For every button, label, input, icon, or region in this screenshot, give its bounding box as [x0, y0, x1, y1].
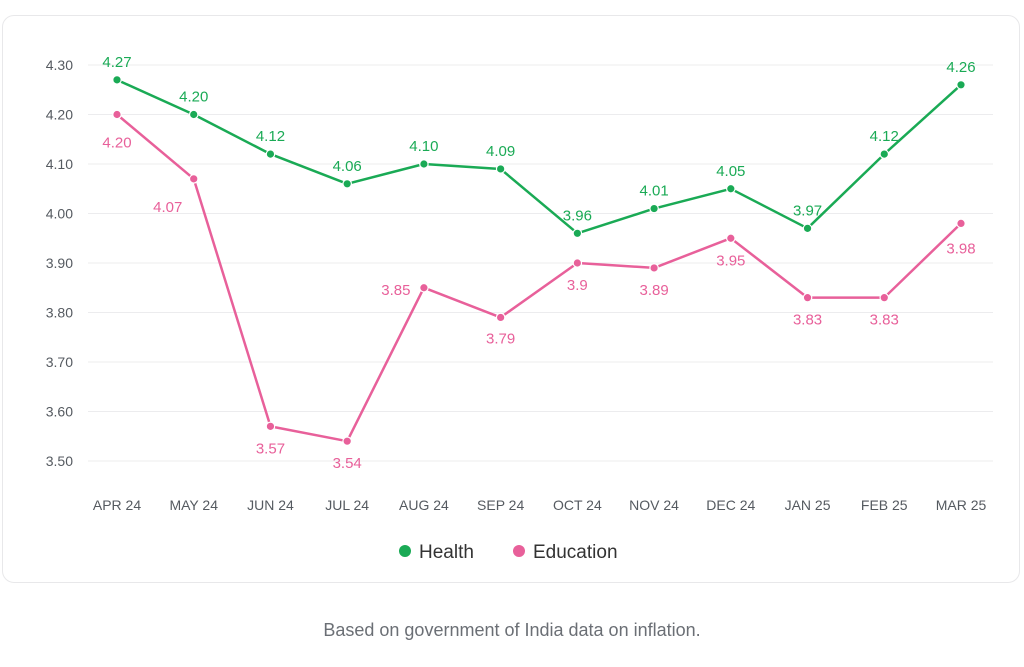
- x-tick-label: SEP 24: [477, 497, 524, 513]
- data-label-health: 3.96: [563, 207, 592, 224]
- x-tick-label: DEC 24: [706, 497, 755, 513]
- data-point-education: [188, 174, 199, 184]
- data-point-education: [879, 292, 890, 303]
- data-label-education: 3.98: [946, 240, 975, 257]
- data-label-health: 4.12: [870, 128, 899, 145]
- x-tick-label: AUG 24: [399, 497, 449, 513]
- data-label-health: 4.09: [486, 143, 515, 160]
- x-tick-label: NOV 24: [629, 497, 679, 513]
- x-axis: APR 24 MAY 24 JUN 24 JUL 24 AUG 24 SEP 24 OCT …: [93, 497, 987, 513]
- data-label-health: 4.20: [179, 89, 208, 106]
- data-label-health: 4.05: [716, 163, 745, 180]
- data-label-education: 4.20: [102, 135, 131, 152]
- data-point-education: [112, 109, 122, 120]
- data-label-education: 3.54: [333, 455, 362, 472]
- data-point-health: [265, 149, 276, 159]
- data-point-education: [726, 233, 736, 244]
- series-line-health: [116, 78, 962, 235]
- x-tick-label: APR 24: [93, 497, 141, 513]
- data-label-health: 4.10: [409, 138, 438, 155]
- y-tick-label: 3.90: [46, 255, 73, 271]
- y-tick-label: 3.50: [46, 453, 73, 469]
- data-point-education: [802, 292, 813, 303]
- x-tick-label: JAN 25: [785, 497, 831, 513]
- data-label-education: 3.83: [793, 312, 822, 329]
- y-tick-label: 4.30: [46, 57, 73, 73]
- data-point-education: [495, 312, 506, 323]
- legend: Health Education: [399, 542, 618, 563]
- data-point-health: [188, 109, 199, 120]
- line-chart: 3.50 3.60 3.70 3.80 3.90 4.00 4.10 4.20 4.30 APR…: [46, 54, 993, 563]
- data-point-health: [802, 223, 813, 234]
- data-point-health: [495, 164, 506, 174]
- data-point-health: [726, 183, 736, 194]
- series-points: [112, 75, 966, 446]
- data-point-education: [342, 436, 352, 446]
- data-point-health: [112, 75, 122, 85]
- data-point-education: [572, 258, 583, 268]
- grid-lines: [88, 64, 993, 462]
- data-label-health: 4.01: [639, 183, 668, 200]
- data-label-health: 3.97: [793, 202, 822, 219]
- data-point-health: [956, 80, 966, 90]
- x-tick-label: JUL 24: [325, 497, 369, 513]
- chart-caption: Based on government of India data on inf…: [323, 620, 701, 640]
- data-point-education: [956, 218, 966, 229]
- data-point-education: [419, 282, 429, 293]
- x-tick-label: JUN 24: [247, 497, 294, 513]
- legend-label-education: Education: [533, 542, 618, 563]
- y-tick-label: 3.70: [46, 354, 73, 370]
- data-label-education: 3.57: [256, 440, 285, 457]
- y-tick-label: 4.10: [46, 156, 73, 172]
- x-tick-label: MAR 25: [936, 497, 987, 513]
- chart-card: 3.50 3.60 3.70 3.80 3.90 4.00 4.10 4.20 4.30 APR…: [2, 15, 1020, 583]
- x-tick-label: FEB 25: [861, 497, 908, 513]
- data-point-health: [419, 159, 429, 169]
- data-label-education: 3.9: [567, 277, 588, 294]
- data-point-education: [265, 421, 276, 432]
- data-label-education: 3.85: [381, 282, 410, 299]
- x-tick-label: MAY 24: [169, 497, 218, 513]
- series-line-education: [116, 113, 962, 443]
- y-tick-label: 3.60: [46, 404, 73, 420]
- data-label-health: 4.06: [333, 158, 362, 175]
- legend-label-health: Health: [419, 542, 474, 563]
- data-point-health: [342, 179, 352, 189]
- data-label-education: 3.95: [716, 252, 745, 269]
- data-label-education: 3.83: [870, 312, 899, 329]
- data-label-health: 4.12: [256, 128, 285, 145]
- data-point-health: [572, 228, 583, 239]
- data-label-health: 4.27: [102, 54, 131, 71]
- y-tick-label: 3.80: [46, 305, 73, 321]
- series-lines: [116, 78, 962, 443]
- legend-marker-health: [399, 545, 411, 557]
- data-point-health: [879, 149, 890, 159]
- data-label-education: 3.79: [486, 330, 515, 347]
- x-tick-label: OCT 24: [553, 497, 602, 513]
- data-labels: 4.27 4.20 4.12 4.06 4.10 4.09 3.96 4.01 4.05 3.97…: [102, 54, 975, 472]
- data-point-education: [649, 263, 659, 273]
- y-axis: 3.50 3.60 3.70 3.80 3.90 4.00 4.10 4.20 4.30: [46, 57, 73, 469]
- data-label-education: 3.89: [639, 282, 668, 299]
- legend-marker-education: [513, 545, 525, 557]
- y-tick-label: 4.20: [46, 107, 73, 123]
- data-label-health: 4.26: [946, 59, 975, 76]
- y-tick-label: 4.00: [46, 206, 73, 222]
- data-point-health: [649, 203, 659, 214]
- data-label-education: 4.07: [153, 199, 182, 216]
